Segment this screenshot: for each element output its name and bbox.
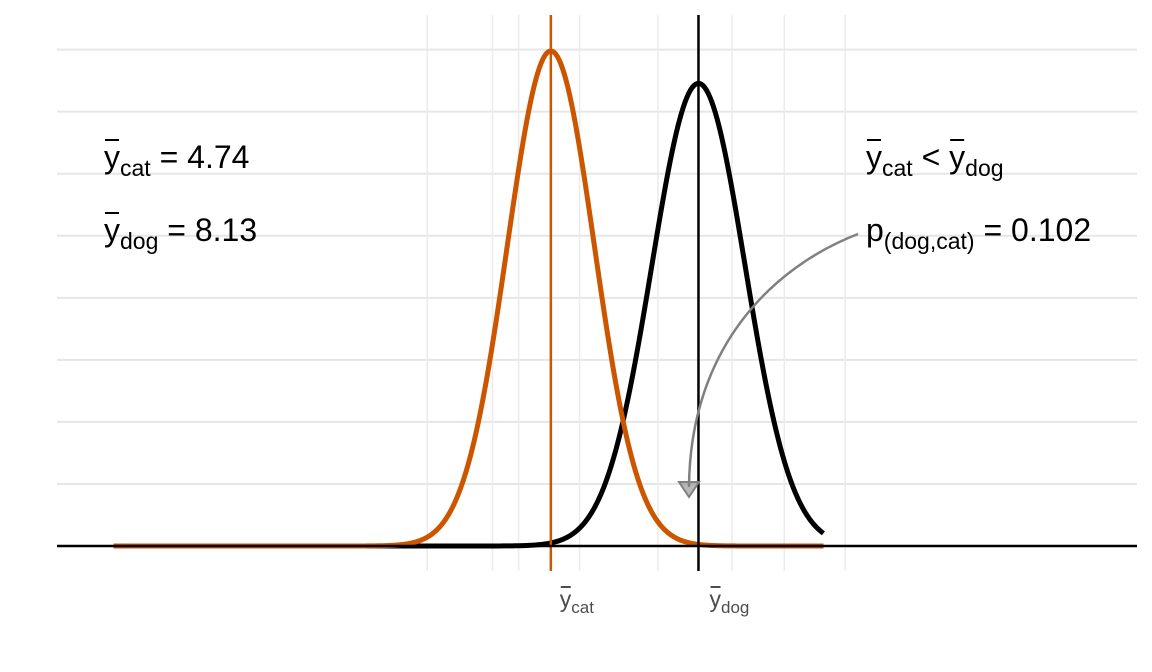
ann-pval-rest: = 0.102 xyxy=(975,212,1092,248)
tick-cat-sub: cat xyxy=(571,598,594,617)
ann-pval-base: p xyxy=(866,212,884,248)
ann-compare-sub1: cat xyxy=(882,155,913,181)
x-tick-labels: ycat ydog xyxy=(560,586,750,617)
annotation-mean-dog: ydog = 8.13 xyxy=(104,212,257,254)
tick-dog-sub: dog xyxy=(721,598,749,617)
ann-ycat-sub: cat xyxy=(120,155,151,181)
ann-compare-base1: y xyxy=(866,139,882,175)
grid-lines xyxy=(57,15,1137,571)
arrow-head xyxy=(677,481,701,499)
ann-compare-sub2: dog xyxy=(965,155,1003,181)
annotations: ycat = 4.74 ydog = 8.13 ycat < ydog p(do… xyxy=(104,139,1091,254)
x-tick-label-dog: ydog xyxy=(710,586,750,617)
mean-lines xyxy=(549,15,700,571)
ann-ycat-base: y xyxy=(104,139,120,175)
annotation-p-value: p(dog,cat) = 0.102 xyxy=(866,212,1091,254)
ann-ydog-sub: dog xyxy=(120,228,158,254)
tick-cat-base: y xyxy=(560,586,572,612)
ann-compare-op: < xyxy=(913,139,949,175)
tick-dog-base: y xyxy=(710,586,722,612)
ann-compare-base2: y xyxy=(949,139,965,175)
ann-ydog-rest: = 8.13 xyxy=(158,212,257,248)
p-value-arrow xyxy=(677,232,859,499)
annotation-mean-cat: ycat = 4.74 xyxy=(104,139,249,181)
ann-ydog-base: y xyxy=(104,212,120,248)
arrow-shaft xyxy=(687,232,859,488)
annotation-comparison: ycat < ydog xyxy=(866,139,1004,181)
x-tick-label-cat: ycat xyxy=(560,586,594,617)
ann-pval-sub: (dog,cat) xyxy=(884,228,975,254)
ann-ycat-rest: = 4.74 xyxy=(151,139,250,175)
